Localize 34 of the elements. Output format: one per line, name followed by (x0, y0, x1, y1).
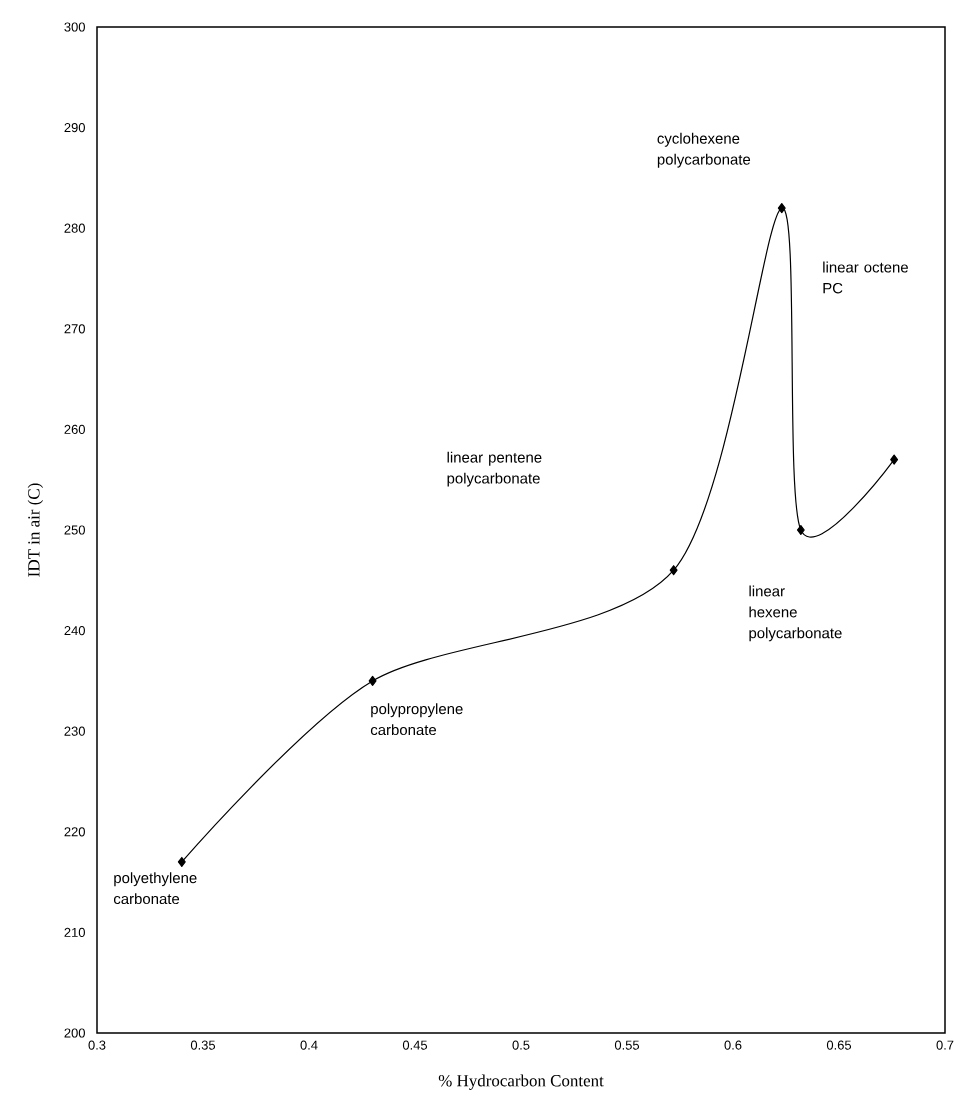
annotation: linear hexene polycarbonate (749, 585, 842, 642)
annotation: cyclohexene polycarbonate (657, 132, 751, 168)
point (890, 454, 899, 465)
point (177, 856, 186, 868)
annotation: linear octene PC (823, 261, 908, 294)
x-tick-label: 0.7 (936, 1040, 954, 1050)
x-tick-label: 0.6 (724, 1040, 742, 1050)
y-tick-label: 240 (64, 626, 85, 636)
y-tick-label: 280 (64, 223, 85, 233)
y-tick-label: 300 (64, 22, 85, 32)
y-axis-title: IDT in air (C) (27, 483, 44, 577)
y-tick-label: 270 (64, 324, 85, 334)
x-tick-label: 0.45 (402, 1040, 428, 1050)
x-tick-label: 0.55 (614, 1040, 640, 1050)
x-tick-label: 0.35 (190, 1040, 216, 1050)
point (368, 675, 377, 686)
y-tick-label: 290 (64, 123, 85, 133)
y-tick-label: 210 (64, 927, 85, 937)
x-tick-label: 0.5 (512, 1040, 530, 1050)
x-tick-label: 0.3 (88, 1040, 106, 1050)
annotation: linear pentene polycarbonate (447, 451, 542, 487)
annotation: polypropylene carbonate (370, 703, 463, 736)
y-tick-label: 200 (64, 1028, 85, 1038)
y-tick-label: 250 (64, 525, 85, 535)
annotation: polyethylene carbonate (113, 872, 197, 905)
point (796, 524, 805, 536)
point (669, 565, 678, 576)
point (777, 202, 786, 214)
y-tick-label: 220 (64, 827, 85, 837)
y-tick-label: 230 (64, 726, 85, 736)
x-tick-label: 0.65 (826, 1040, 852, 1050)
x-tick-label: 0.4 (300, 1040, 318, 1050)
y-tick-label: 260 (64, 424, 85, 434)
x-axis-title: % Hydrocarbon Content (438, 1074, 604, 1090)
